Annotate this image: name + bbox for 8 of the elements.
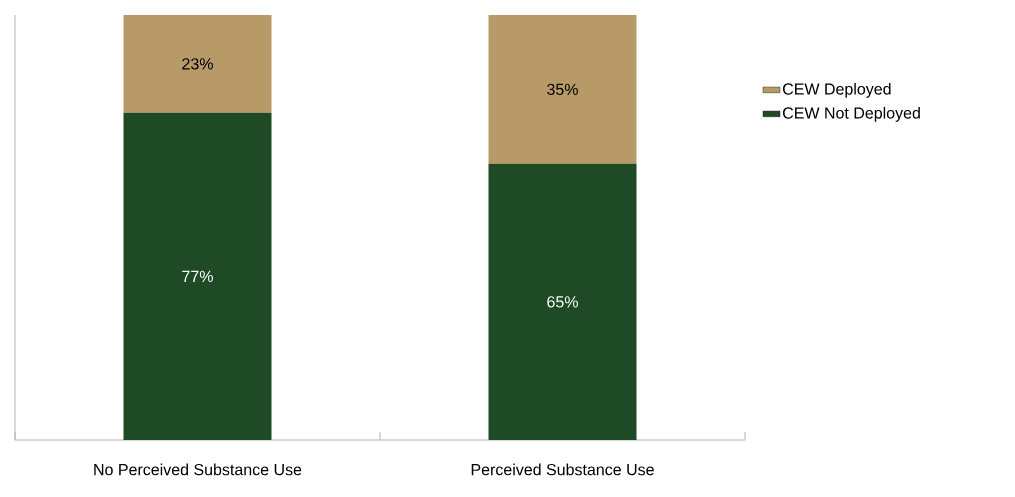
x-tick-label: Perceived Substance Use: [471, 463, 654, 476]
data-label: 77%: [182, 270, 213, 282]
data-label: 65%: [547, 296, 578, 308]
data-label: 35%: [547, 83, 578, 96]
x-tick-label: No Perceived Substance Use: [94, 463, 302, 476]
legend-label: CEW Deployed: [783, 82, 891, 98]
legend-label: CEW Not Deployed: [783, 106, 920, 122]
data-label: 23%: [182, 58, 213, 70]
